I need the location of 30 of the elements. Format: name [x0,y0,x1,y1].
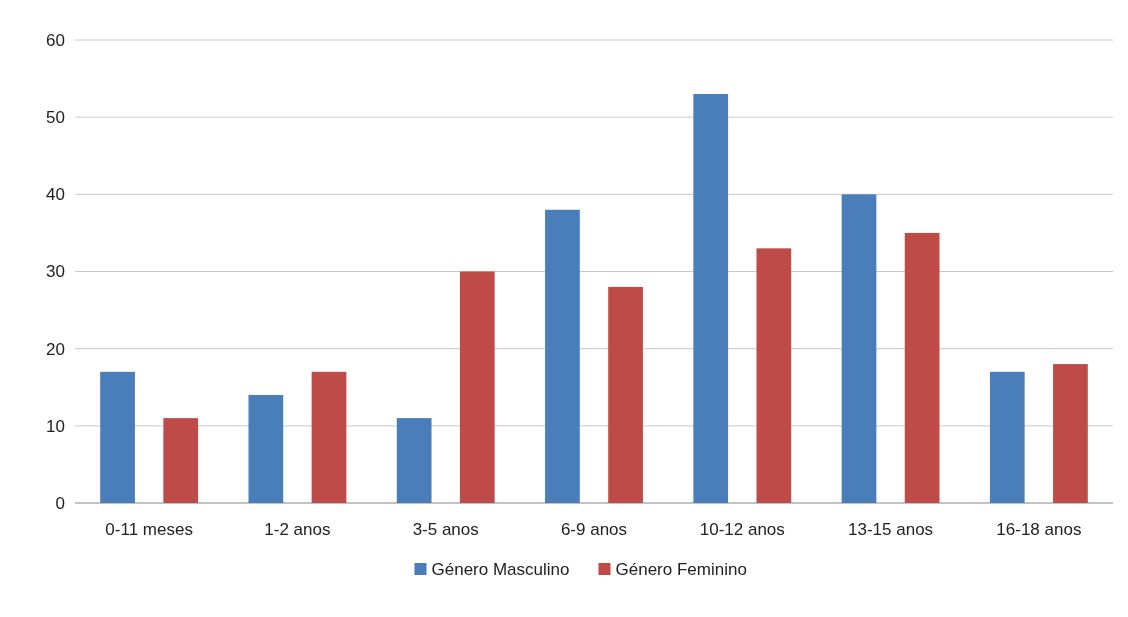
x-tick-label: 6-9 anos [560,520,628,539]
y-tick-label: 20 [46,339,65,359]
bar [693,94,729,503]
bar [248,394,284,503]
y-tick-label: 50 [46,108,65,128]
bar [459,271,495,503]
x-tick-label: 1-2 anos [264,520,331,539]
bar [989,371,1025,503]
y-tick-label: 60 [46,30,65,50]
bar [841,194,877,503]
bar [904,232,940,503]
x-tick-label: 0-11 meses [105,520,193,539]
bar [1053,364,1088,503]
x-tick-label: 10-12 anos [699,520,785,539]
y-tick-label: 40 [46,185,65,205]
y-tick-label: 10 [46,416,65,436]
x-tick-label: 16-18 anos [996,520,1082,539]
y-tick-label: 0 [55,493,65,513]
bar [396,418,432,503]
bar [163,418,199,503]
bar [311,371,347,503]
legend-label: Género Feminino [615,559,747,579]
bar [756,248,792,503]
bar [608,286,643,503]
x-tick-label: 3-5 anos [412,520,479,539]
x-tick-label: 13-15 anos [848,520,934,539]
y-tick-label: 30 [46,262,65,282]
legend-label: Género Masculino [431,559,570,579]
bar [545,209,580,503]
bar [100,371,135,503]
